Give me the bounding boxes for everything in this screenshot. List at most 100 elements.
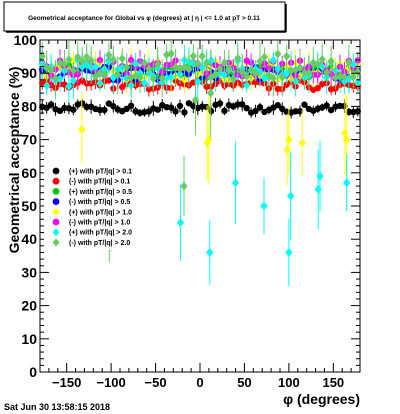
data-point-28 xyxy=(163,73,171,83)
data-point-29 xyxy=(167,49,175,59)
data-point-18 xyxy=(118,54,126,64)
y-tick-label-7: 70 xyxy=(21,132,37,148)
data-point-59 xyxy=(301,101,308,108)
data-point-outlier-4 xyxy=(285,247,293,257)
data-point-29 xyxy=(167,72,175,82)
data-point-57 xyxy=(291,65,300,75)
y-tick-label-2: 20 xyxy=(21,298,37,314)
data-point-27 xyxy=(158,73,166,83)
x-axis-label: φ (degrees) xyxy=(283,391,360,407)
data-point-62 xyxy=(314,59,322,69)
data-point-53 xyxy=(274,102,281,109)
data-point-52 xyxy=(269,73,277,83)
y-tick-label-3: 30 xyxy=(21,264,37,280)
data-point-2 xyxy=(47,65,55,75)
legend-marker xyxy=(52,167,60,175)
data-point-17 xyxy=(114,70,122,80)
data-point-48 xyxy=(252,107,259,115)
data-point-20 xyxy=(127,102,135,110)
data-point-outlier-4 xyxy=(285,135,293,145)
x-tick-label-2: −50 xyxy=(145,375,167,390)
data-point-outlier-3 xyxy=(283,145,291,155)
data-point-69 xyxy=(345,57,353,67)
data-point-26 xyxy=(154,106,161,113)
data-point-68 xyxy=(340,72,349,82)
chart-title: Geometrical acceptance for Global vs φ (… xyxy=(28,15,260,22)
data-point-41 xyxy=(221,107,228,115)
legend-marker xyxy=(52,188,60,195)
data-point-outlier-7 xyxy=(343,135,351,145)
axis-layer: −150 −100 −50 0 50 100 150 0 10 20 30 40 50 60 70 80 90 1… xyxy=(14,32,361,390)
data-point-10 xyxy=(83,52,91,62)
data-point-24 xyxy=(145,64,153,74)
data-point-outlier-6 xyxy=(341,128,349,138)
data-point-64 xyxy=(323,102,330,109)
legend-entry-1: (-) with pT/|q| > 0.1 xyxy=(52,177,130,186)
legend-entry-5: (-) with pT/|q| > 1.0 xyxy=(52,218,130,227)
data-point-36 xyxy=(198,51,206,61)
data-point-59 xyxy=(300,68,309,78)
y-tick-label-10: 100 xyxy=(14,32,38,48)
legend: (+) with pT/|q| > 0.1 (-) with pT/|q| > 0… xyxy=(44,163,163,250)
legend-entry-2: (+) with pT/|q| > 0.5 xyxy=(52,188,132,196)
data-point-56 xyxy=(287,66,295,76)
data-point-outlier-8 xyxy=(343,178,351,188)
data-point-20 xyxy=(127,56,135,64)
legend-label: (-) with pT/|q| > 0.1 xyxy=(69,179,130,186)
data-point-46 xyxy=(243,104,250,112)
x-tick-label-0: −150 xyxy=(52,375,81,390)
data-point-60 xyxy=(305,68,313,78)
data-point-50 xyxy=(260,52,269,62)
data-point-8 xyxy=(74,52,82,62)
legend-entry-4: (+) with pT/|q| > 1.0 xyxy=(52,207,132,216)
data-point-outlier-3 xyxy=(260,201,268,211)
y-tick-label-4: 40 xyxy=(21,231,37,247)
data-point-49 xyxy=(256,56,264,66)
x-tick-label-5: 100 xyxy=(278,375,300,390)
data-point-outlier-3 xyxy=(191,95,200,105)
data-point-16 xyxy=(109,54,117,64)
y-tick-label-5: 50 xyxy=(21,198,37,214)
data-point-46 xyxy=(243,71,251,81)
data-point-21 xyxy=(131,59,140,69)
data-point-55 xyxy=(283,51,291,61)
data-point-outlier-5 xyxy=(287,191,295,201)
data-point-22 xyxy=(136,73,144,83)
data-point-67 xyxy=(336,71,344,81)
data-point-64 xyxy=(323,68,331,78)
data-point-58 xyxy=(296,107,304,115)
legend-entry-7: (-) with pT/|q| > 2.0 xyxy=(52,238,130,247)
data-point-7 xyxy=(69,76,77,86)
data-point-41 xyxy=(220,58,229,68)
data-point-5 xyxy=(60,59,69,69)
legend-marker xyxy=(52,228,60,237)
data-point-outlier-2 xyxy=(231,178,240,188)
data-point-7 xyxy=(69,65,77,75)
legend-label: (+) with pT/|q| > 2.0 xyxy=(69,230,132,237)
data-point-16 xyxy=(110,103,117,110)
data-point-0 xyxy=(38,51,46,61)
data-point-19 xyxy=(123,62,131,72)
timestamp: Sat Jun 30 13:58:15 2018 xyxy=(4,402,110,412)
data-point-71 xyxy=(354,108,361,115)
data-point-63 xyxy=(318,55,326,65)
data-point-6 xyxy=(65,81,73,91)
legend-marker xyxy=(52,198,60,206)
data-point-23 xyxy=(140,58,149,68)
data-point-outlier-1 xyxy=(206,247,214,257)
data-point-62 xyxy=(314,84,321,92)
data-point-42 xyxy=(225,63,233,73)
series-layer xyxy=(38,40,362,287)
x-tick-label-6: 150 xyxy=(322,375,344,390)
data-point-2 xyxy=(47,101,55,108)
data-point-34 xyxy=(189,51,197,61)
data-point-40 xyxy=(216,100,224,107)
data-point-65 xyxy=(327,106,335,114)
y-tick-label-6: 60 xyxy=(21,165,37,181)
data-point-6 xyxy=(65,55,73,65)
x-tick-label-3: 0 xyxy=(196,375,203,390)
data-point-23 xyxy=(140,78,149,88)
y-tick-label-8: 80 xyxy=(21,98,37,114)
data-point-12 xyxy=(91,72,100,82)
